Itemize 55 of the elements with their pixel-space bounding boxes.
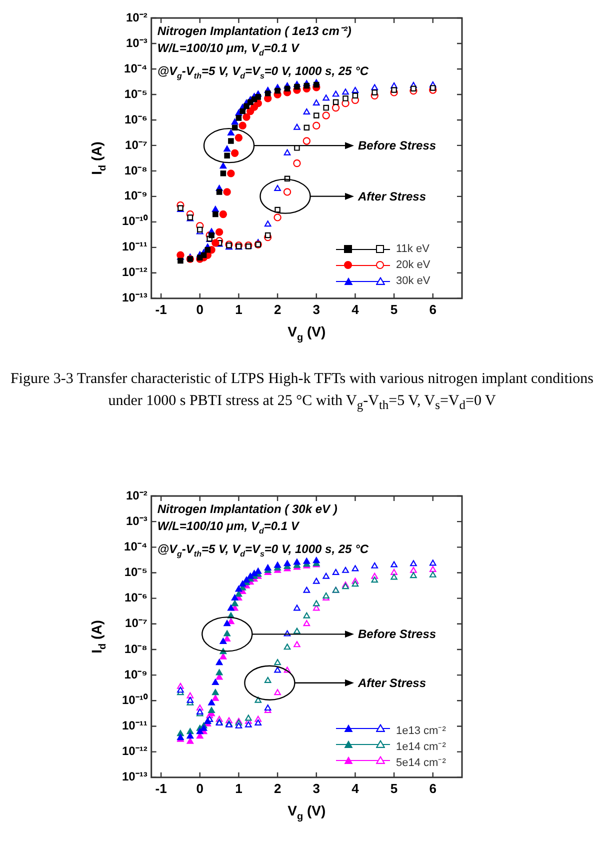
y-axis-title: Id (A): [88, 142, 109, 175]
x-tick-label: 5: [390, 302, 398, 317]
x-tick-label: 1: [235, 780, 242, 796]
y-tick-label: 10⁻¹¹: [122, 718, 148, 733]
y-tick-label: 10⁻³: [126, 514, 148, 528]
annotation: Before Stress: [358, 138, 436, 153]
x-tick-label: 4: [352, 780, 360, 796]
y-tick-label: 10⁻²: [126, 10, 148, 24]
x-tick-label: 6: [429, 780, 436, 796]
legend-label: 5e14 cm⁻²: [396, 756, 446, 770]
y-tick-label: 10⁻¹³: [122, 290, 148, 305]
legend-label: 1e14 cm⁻²: [396, 740, 446, 754]
x-tick-label: -1: [155, 780, 167, 796]
y-tick-label: 10⁻¹²: [122, 744, 148, 758]
x-tick-label: 3: [312, 780, 320, 796]
y-tick-label: 10⁻⁹: [124, 188, 148, 203]
annotation: Nitrogen Implantation ( 30k eV ): [157, 502, 338, 516]
annotation: After Stress: [357, 189, 426, 204]
y-tick-label: 10⁻⁶: [124, 590, 148, 605]
x-tick-label: 2: [274, 302, 282, 317]
x-tick-label: 0: [196, 302, 204, 317]
y-tick-label: 10⁻¹²: [122, 265, 148, 280]
text: Figure 3-3 Transfer characteristic of LTPS High-k TFTs with various nitrogen implant conditions under 1000 s PBTI stress at 25 °C with V$_{g}$-V$_{th}$=5 V, V$_{s}$=V$_{d}$=0 V: [10, 371, 594, 412]
y-tick-label: 10⁻⁷: [125, 616, 148, 630]
y-tick-label: 10⁻⁵: [124, 86, 148, 101]
annotation: Before Stress: [358, 627, 436, 642]
legend-label: 20k eV: [396, 259, 430, 272]
x-tick-label: 3: [312, 302, 320, 317]
y-axis-title: Id (A): [88, 620, 109, 654]
y-tick-label: 10⁻³: [126, 36, 148, 50]
x-tick-label: 6: [429, 302, 436, 317]
y-tick-label: 10⁻²: [126, 488, 148, 502]
y-tick-label: 10⁻⁴: [124, 539, 148, 554]
y-tick-label: 10⁻⁷: [125, 138, 148, 152]
annotation: Nitrogen Implantation ( 1e13 cm⁻²): [157, 24, 352, 38]
x-tick-label: 1: [235, 302, 242, 317]
x-tick-label: 0: [196, 780, 204, 796]
y-tick-label: 10⁻¹¹: [122, 240, 148, 254]
y-tick-label: 10⁻¹⁰: [122, 214, 148, 228]
x-tick-label: -1: [155, 302, 167, 317]
x-tick-label: 5: [390, 780, 398, 796]
y-tick-label: 10⁻⁸: [124, 642, 148, 656]
y-tick-label: 10⁻¹³: [122, 770, 148, 784]
x-tick-label: 2: [274, 780, 282, 796]
y-tick-label: 10⁻¹⁰: [122, 692, 148, 707]
y-tick-label: 10⁻⁶: [124, 112, 148, 126]
y-tick-label: 10⁻⁸: [124, 163, 148, 178]
y-tick-label: 10⁻⁵: [124, 565, 148, 580]
y-tick-label: 10⁻⁴: [124, 61, 148, 76]
legend-label: 1e13 cm⁻²: [396, 724, 446, 738]
y-tick-label: 10⁻⁹: [124, 667, 148, 682]
annotation: After Stress: [357, 676, 426, 690]
legend-label: 30k eV: [396, 275, 430, 288]
x-tick-label: 4: [352, 302, 360, 317]
legend-label: 11k eV: [396, 243, 430, 256]
